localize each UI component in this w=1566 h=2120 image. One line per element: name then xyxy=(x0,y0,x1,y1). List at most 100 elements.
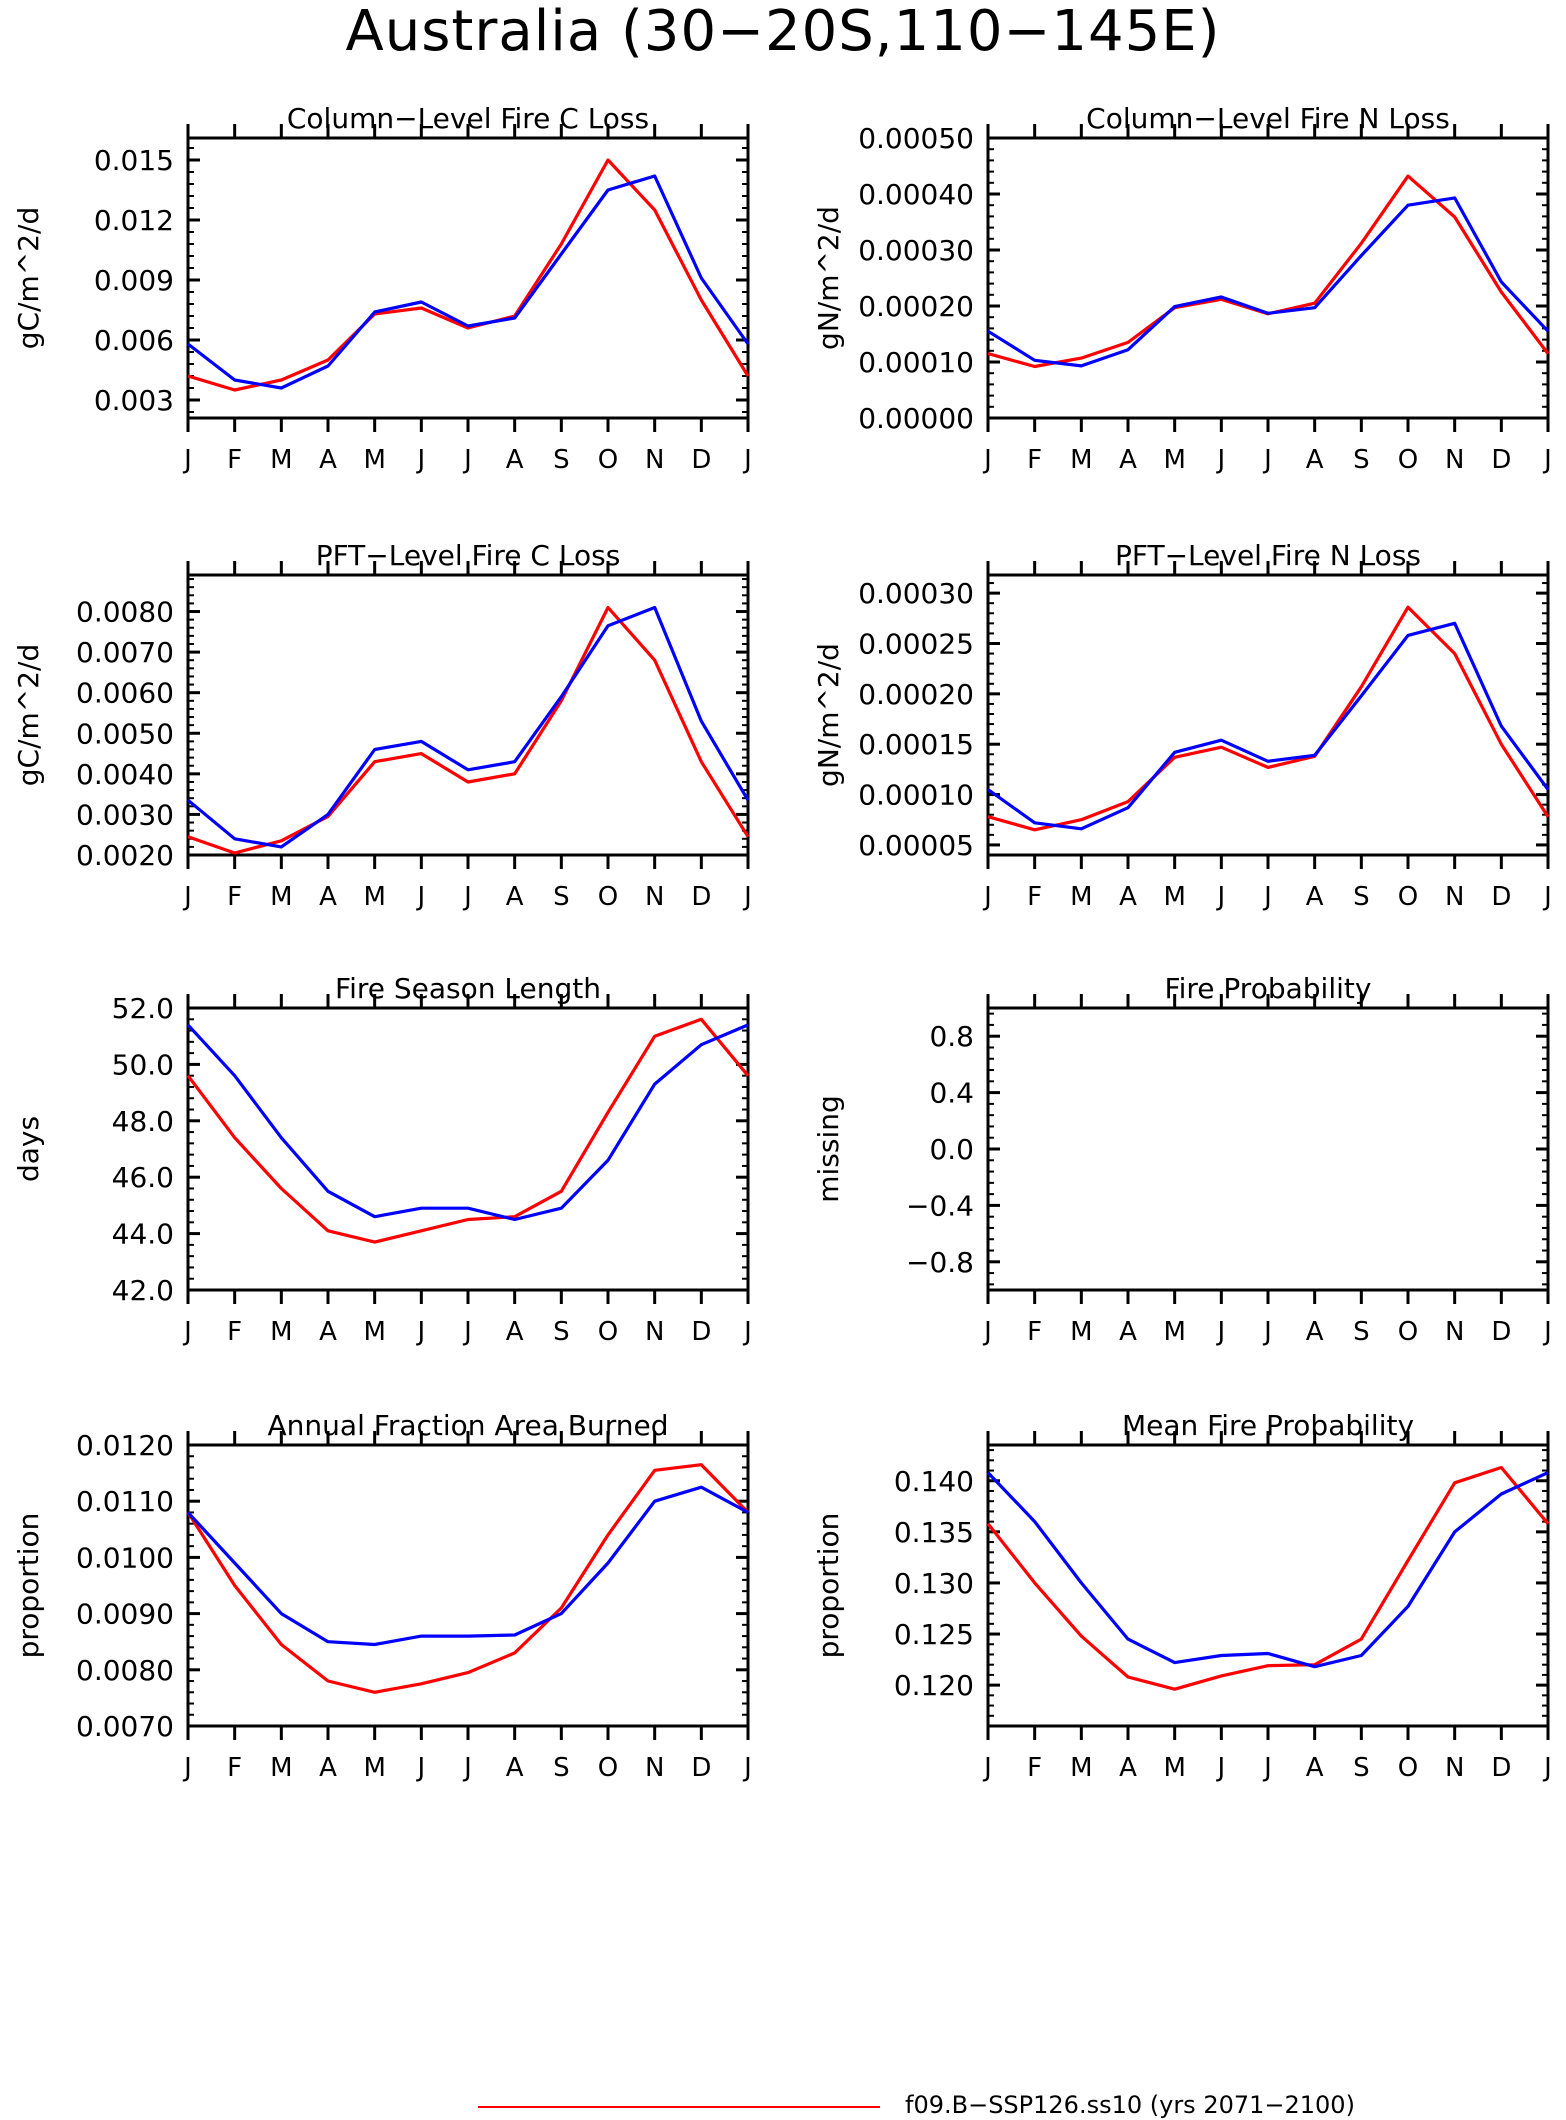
y-tick-label: 0.0050 xyxy=(76,717,174,750)
x-tick-label: F xyxy=(1027,445,1042,475)
x-tick-label: O xyxy=(1398,1753,1418,1783)
x-tick-label: F xyxy=(227,445,242,475)
y-tick-label: 0.006 xyxy=(94,324,174,357)
x-tick-label: A xyxy=(1306,445,1324,475)
y-tick-label: 0.120 xyxy=(894,1669,974,1702)
x-tick-label: D xyxy=(691,445,711,475)
x-tick-label: J xyxy=(462,1753,472,1783)
y-tick-label: 48.0 xyxy=(112,1105,174,1138)
y-tick-label: 0.0090 xyxy=(76,1598,174,1631)
x-tick-label: D xyxy=(691,1753,711,1783)
y-axis-label: proportion xyxy=(12,1513,45,1659)
y-tick-label: 0.140 xyxy=(894,1465,974,1498)
plot-frame xyxy=(986,573,1550,857)
x-tick-label: F xyxy=(1027,1753,1042,1783)
y-tick-label: 0.0080 xyxy=(76,1654,174,1687)
x-tick-label: J xyxy=(415,1317,425,1347)
legend-line-red xyxy=(478,2106,880,2108)
y-axis-label: days xyxy=(12,1116,45,1182)
x-tick-label: J xyxy=(1262,445,1272,475)
y-axis-label: gC/m^2/d xyxy=(12,644,45,787)
x-tick-label: J xyxy=(742,1753,752,1783)
x-tick-label: D xyxy=(1491,445,1511,475)
y-axis-label: gN/m^2/d xyxy=(812,643,845,787)
x-tick-label: F xyxy=(227,1753,242,1783)
x-tick-label: N xyxy=(1445,1317,1464,1347)
plot-frame xyxy=(986,136,1550,420)
x-tick-label: O xyxy=(1398,1317,1418,1347)
plot-frame xyxy=(186,573,750,857)
x-tick-label: M xyxy=(1070,445,1092,475)
x-tick-label: M xyxy=(363,882,385,912)
figure-title: Australia (30−20S,110−145E) xyxy=(345,0,1221,64)
y-tick-label: 0.00010 xyxy=(858,779,974,812)
series-line-blue xyxy=(187,174,750,390)
y-tick-label: 0.0100 xyxy=(76,1541,174,1574)
x-tick-label: J xyxy=(1542,1753,1552,1783)
x-tick-label: A xyxy=(319,445,337,475)
y-tick-label: 0.00020 xyxy=(858,678,974,711)
plot-frame xyxy=(986,1006,1550,1292)
x-tick-label: M xyxy=(1070,882,1092,912)
x-tick-label: J xyxy=(1215,1753,1225,1783)
x-tick-label: F xyxy=(227,882,242,912)
x-tick-label: N xyxy=(645,445,664,475)
x-tick-label: M xyxy=(1070,1317,1092,1347)
x-tick-label: A xyxy=(506,445,524,475)
series-line-red xyxy=(987,605,1550,832)
x-tick-label: A xyxy=(319,1753,337,1783)
series-line-blue xyxy=(186,1023,749,1222)
x-tick-label: O xyxy=(598,445,618,475)
y-tick-label: 50.0 xyxy=(112,1048,174,1081)
y-axis-label: proportion xyxy=(812,1513,845,1659)
series-line-blue xyxy=(186,1485,749,1647)
y-tick-label: 0.00000 xyxy=(858,402,974,435)
y-axis-label: missing xyxy=(812,1095,845,1203)
y-tick-label: −0.4 xyxy=(906,1189,974,1222)
x-tick-label: N xyxy=(1445,1753,1464,1783)
y-tick-label: 0.015 xyxy=(94,144,174,177)
series-line-red xyxy=(187,158,750,392)
x-tick-label: M xyxy=(1163,1317,1185,1347)
series-line-red xyxy=(186,1017,750,1244)
y-tick-label: 0.00015 xyxy=(858,728,974,761)
x-tick-label: N xyxy=(1445,445,1464,475)
y-tick-label: 0.0020 xyxy=(76,839,174,872)
x-tick-label: O xyxy=(598,1317,618,1347)
y-tick-label: 0.00040 xyxy=(858,178,974,211)
x-tick-label: J xyxy=(742,1317,752,1347)
y-tick-label: 0.0110 xyxy=(76,1485,174,1518)
x-tick-label: J xyxy=(182,1317,192,1347)
x-tick-label: F xyxy=(1027,882,1042,912)
x-tick-label: A xyxy=(1119,445,1137,475)
x-tick-label: M xyxy=(363,445,385,475)
series-line-blue xyxy=(986,1471,1549,1669)
x-tick-label: S xyxy=(553,445,570,475)
x-tick-label: A xyxy=(506,882,524,912)
x-tick-label: J xyxy=(1262,1753,1272,1783)
x-tick-label: J xyxy=(982,882,992,912)
y-tick-label: 0.0080 xyxy=(76,596,174,629)
series-line-blue xyxy=(987,196,1550,368)
x-tick-label: O xyxy=(1398,445,1418,475)
y-tick-label: 0.00030 xyxy=(858,234,974,267)
y-tick-label: 0.012 xyxy=(94,204,174,237)
x-tick-label: A xyxy=(319,1317,337,1347)
x-tick-label: O xyxy=(598,1753,618,1783)
x-tick-label: J xyxy=(1215,882,1225,912)
y-tick-label: 0.0120 xyxy=(76,1429,174,1462)
x-tick-label: A xyxy=(1306,882,1324,912)
x-tick-label: J xyxy=(182,445,192,475)
series-line-red xyxy=(186,1463,750,1694)
x-tick-label: J xyxy=(982,1317,992,1347)
x-tick-label: J xyxy=(1262,1317,1272,1347)
y-axis-label: gN/m^2/d xyxy=(812,206,845,350)
series-line-blue xyxy=(186,605,750,849)
x-tick-label: A xyxy=(319,882,337,912)
x-tick-label: J xyxy=(1215,445,1225,475)
plot-frame xyxy=(986,1443,1550,1728)
x-tick-label: J xyxy=(742,882,752,912)
y-tick-label: 0.0030 xyxy=(76,798,174,831)
x-tick-label: A xyxy=(1119,882,1137,912)
y-tick-label: 0.4 xyxy=(929,1077,974,1110)
